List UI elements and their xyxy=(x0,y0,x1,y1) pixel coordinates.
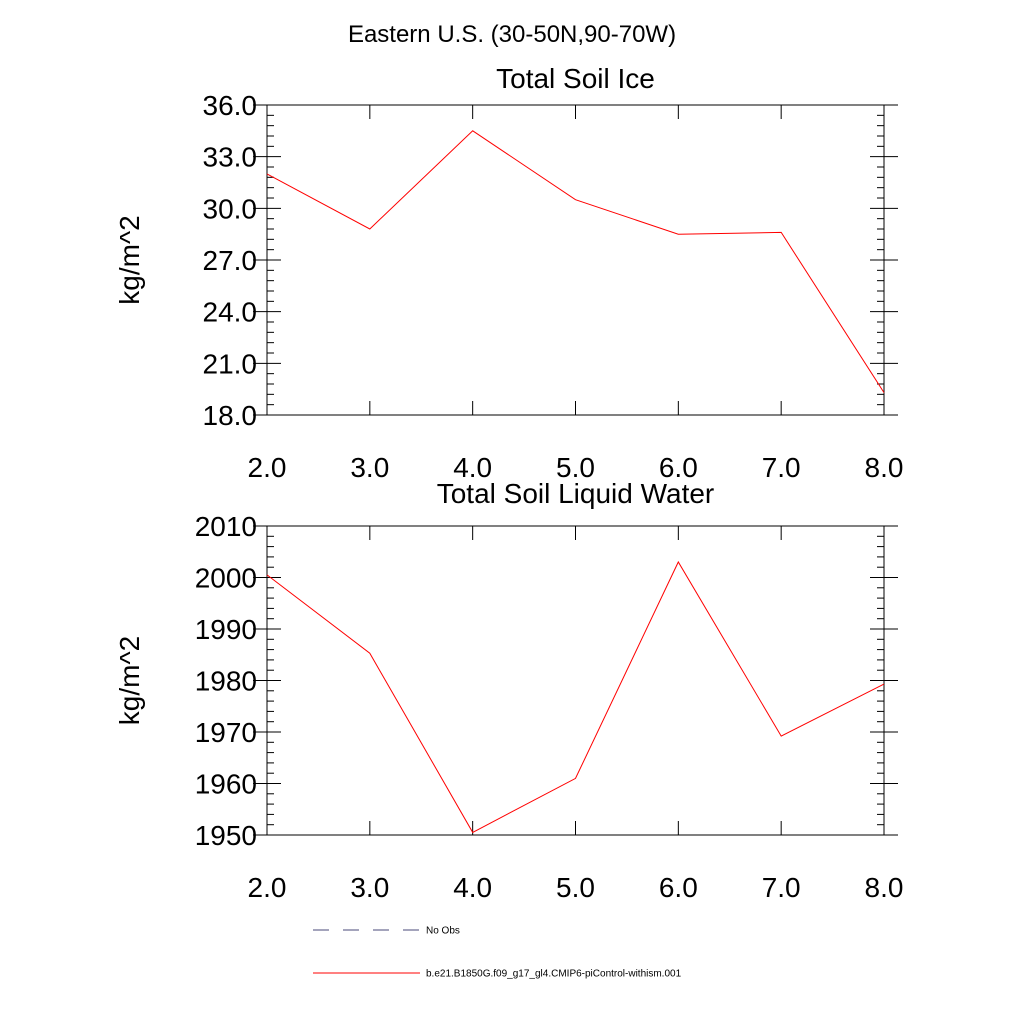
y-tick-label: 27.0 xyxy=(203,245,258,276)
x-tick-label: 3.0 xyxy=(350,872,389,903)
x-tick-label: 2.0 xyxy=(248,872,287,903)
x-tick-label: 6.0 xyxy=(659,872,698,903)
y-tick-label: 36.0 xyxy=(203,90,258,121)
y-tick-label: 1980 xyxy=(195,666,257,697)
series-line-soil-liquid-water xyxy=(266,560,885,834)
plot-frame xyxy=(266,525,885,836)
legend-label: No Obs xyxy=(426,926,460,937)
chart-title: Total Soil Ice xyxy=(496,63,655,94)
x-tick-label: 5.0 xyxy=(556,872,595,903)
x-tick-label: 6.0 xyxy=(659,452,698,483)
y-axis-label: kg/m^2 xyxy=(114,215,145,304)
y-tick-label: 30.0 xyxy=(203,193,258,224)
y-tick-label: 1950 xyxy=(195,820,257,851)
x-tick-label: 4.0 xyxy=(453,452,492,483)
y-tick-label: 2010 xyxy=(195,511,257,542)
x-tick-label: 2.0 xyxy=(248,452,287,483)
y-tick-label: 33.0 xyxy=(203,142,258,173)
y-axis-label: kg/m^2 xyxy=(114,636,145,725)
x-tick-label: 4.0 xyxy=(453,872,492,903)
chart-panel-soil-liquid-water: Total Soil Liquid Water 1950 1960 1970 1980 1… xyxy=(114,478,903,903)
x-tick-label: 5.0 xyxy=(556,452,595,483)
x-tick-label: 7.0 xyxy=(762,452,801,483)
chart-title: Total Soil Liquid Water xyxy=(437,478,715,509)
x-tick-label: 8.0 xyxy=(865,452,904,483)
series-line-soil-ice xyxy=(266,130,885,393)
legend-label: b.e21.B1850G.f09_g17_gl4.CMIP6-piControl… xyxy=(426,969,682,980)
y-tick-label: 18.0 xyxy=(203,400,258,431)
x-tick-label: 7.0 xyxy=(762,872,801,903)
y-tick-label: 24.0 xyxy=(203,297,258,328)
plot-frame xyxy=(266,104,885,416)
y-tick-label: 21.0 xyxy=(203,348,258,379)
chart-panel-soil-ice: Total Soil Ice 18.0 21.0 24.0 27.0 30.0 33.0 36… xyxy=(114,63,903,483)
y-tick-label: 1970 xyxy=(195,717,257,748)
y-tick-label: 1960 xyxy=(195,769,257,800)
figure-title: Eastern U.S. (30-50N,90-70W) xyxy=(348,21,676,48)
y-tick-label: 2000 xyxy=(195,563,257,594)
x-tick-label: 3.0 xyxy=(350,452,389,483)
y-tick-label: 1990 xyxy=(195,614,257,645)
legend: No Obs b.e21.B1850G.f09_g17_gl4.CMIP6-piC… xyxy=(313,926,682,980)
x-tick-label: 8.0 xyxy=(865,872,904,903)
